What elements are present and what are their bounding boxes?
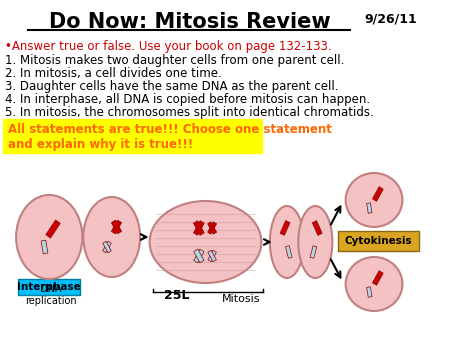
Text: 1. Mitosis makes two daughter cells from one parent cell.: 1. Mitosis makes two daughter cells from… bbox=[5, 54, 344, 67]
Bar bbox=[285, 246, 292, 258]
Ellipse shape bbox=[346, 173, 402, 227]
Text: Interphase: Interphase bbox=[18, 282, 81, 292]
Bar bbox=[111, 220, 122, 234]
Text: All statements are true!!! Choose one statement
and explain why it is true!!!: All statements are true!!! Choose one st… bbox=[8, 123, 332, 151]
FancyBboxPatch shape bbox=[338, 231, 419, 251]
Bar bbox=[208, 250, 216, 262]
Text: DNA
replication: DNA replication bbox=[25, 284, 77, 306]
Bar bbox=[207, 222, 216, 234]
Bar bbox=[194, 221, 204, 235]
Bar bbox=[312, 221, 322, 235]
FancyBboxPatch shape bbox=[18, 279, 81, 295]
Text: 2. In mitosis, a cell divides one time.: 2. In mitosis, a cell divides one time. bbox=[5, 67, 221, 80]
Bar bbox=[103, 241, 111, 253]
Ellipse shape bbox=[298, 206, 333, 278]
Bar bbox=[46, 220, 60, 238]
Text: 9/26/11: 9/26/11 bbox=[364, 12, 417, 25]
Ellipse shape bbox=[270, 206, 304, 278]
Text: 3. Daughter cells have the same DNA as the parent cell.: 3. Daughter cells have the same DNA as t… bbox=[5, 80, 338, 93]
Bar bbox=[280, 221, 290, 235]
Bar bbox=[194, 221, 204, 235]
Ellipse shape bbox=[83, 197, 140, 277]
Text: Cytokinesis: Cytokinesis bbox=[345, 236, 413, 246]
Ellipse shape bbox=[346, 257, 402, 311]
Text: Mitosis: Mitosis bbox=[222, 294, 261, 304]
Text: 4. In interphase, all DNA is copied before mitosis can happen.: 4. In interphase, all DNA is copied befo… bbox=[5, 93, 370, 106]
Bar bbox=[194, 249, 204, 263]
Bar bbox=[208, 250, 216, 262]
Bar bbox=[41, 240, 48, 254]
Text: 5. In mitosis, the chromosomes split into identical chromatids.: 5. In mitosis, the chromosomes split int… bbox=[5, 106, 373, 119]
Bar bbox=[373, 271, 383, 285]
Bar bbox=[194, 249, 204, 263]
Ellipse shape bbox=[16, 195, 82, 279]
Bar bbox=[367, 203, 372, 213]
Bar bbox=[103, 241, 111, 253]
Ellipse shape bbox=[149, 201, 261, 283]
Bar bbox=[373, 187, 383, 201]
FancyBboxPatch shape bbox=[3, 119, 262, 153]
Text: 25L: 25L bbox=[164, 289, 190, 302]
Bar bbox=[367, 287, 372, 297]
Text: •Answer true or false. Use your book on page 132-133.: •Answer true or false. Use your book on … bbox=[5, 40, 331, 53]
Bar bbox=[111, 220, 122, 234]
Text: Do Now: Mitosis Review: Do Now: Mitosis Review bbox=[49, 12, 330, 32]
Bar bbox=[310, 246, 317, 258]
Bar bbox=[207, 222, 216, 234]
